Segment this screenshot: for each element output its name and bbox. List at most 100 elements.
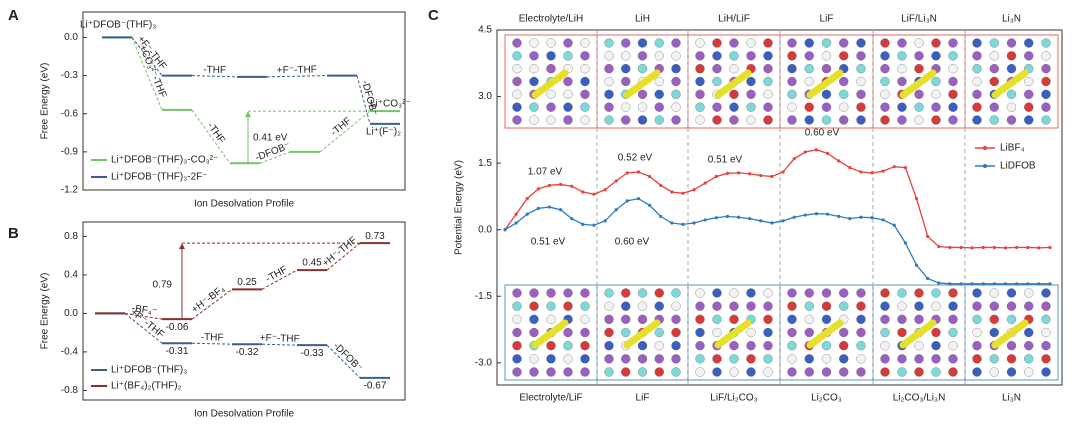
atom: [1006, 314, 1017, 324]
atom: [821, 89, 832, 99]
region-label: LiH/LiF: [718, 14, 750, 25]
atom: [948, 64, 958, 74]
annotation: Li⁺(F⁻)₂: [366, 127, 401, 138]
step-label: -THF: [201, 332, 224, 344]
atom: [880, 301, 890, 311]
atom: [972, 51, 982, 61]
atom: [512, 76, 522, 87]
atom: [746, 301, 756, 311]
atom: [914, 102, 924, 112]
atom: [563, 76, 573, 87]
atom: [621, 115, 631, 125]
atom: [712, 64, 722, 74]
atom: [763, 89, 773, 99]
atom: [563, 89, 573, 99]
atom: [931, 301, 941, 311]
point: [748, 216, 752, 221]
atom: [839, 102, 849, 112]
point: [803, 150, 807, 154]
atom: [621, 51, 631, 61]
atom: [856, 51, 866, 61]
atom: [1041, 314, 1051, 324]
y-tick-label: -0.6: [61, 108, 79, 119]
atom: [931, 288, 941, 298]
atom: [948, 288, 958, 298]
atom: [856, 38, 866, 48]
atom: [604, 38, 614, 48]
atom: [763, 51, 773, 61]
atom: [712, 76, 722, 87]
atom: [695, 288, 705, 298]
atom: [746, 102, 756, 112]
point: [859, 215, 863, 219]
connector: [356, 75, 371, 125]
atom: [729, 367, 739, 377]
point: [570, 184, 574, 188]
atom: [856, 314, 866, 324]
atom: [671, 301, 681, 311]
atom: [1041, 51, 1051, 61]
connector: [191, 75, 238, 78]
atom: [972, 301, 982, 311]
atom: [621, 288, 631, 298]
atom: [821, 51, 832, 61]
atom: [763, 288, 773, 298]
atom: [1006, 341, 1017, 351]
molecule: [714, 69, 752, 99]
x-axis-label: Ion Desolvation Profile: [194, 199, 294, 210]
atom: [948, 38, 958, 48]
atom: [604, 367, 614, 377]
y-axis-label: Potential Energy (eV): [454, 160, 465, 255]
point: [914, 263, 919, 267]
atom: [712, 51, 722, 61]
molecule: [991, 319, 1029, 349]
value-label: -0.67: [364, 381, 387, 392]
y-tick-label: 4.5: [478, 25, 492, 36]
series-line: [504, 197, 1050, 285]
legend-marker: [983, 164, 987, 168]
atom: [637, 341, 648, 351]
atom: [1041, 354, 1051, 364]
y-axis-label: Free Energy (eV): [40, 63, 51, 140]
atom: [604, 76, 614, 87]
atom: [989, 38, 999, 48]
atom: [637, 51, 648, 61]
atom: [621, 38, 631, 48]
atom: [897, 102, 907, 112]
connector: [191, 342, 233, 345]
atom: [1024, 102, 1034, 112]
atom: [880, 76, 890, 87]
atom: [880, 367, 890, 377]
point: [681, 222, 685, 226]
atom: [763, 341, 773, 351]
atom: [880, 354, 890, 364]
point: [770, 221, 774, 225]
atom: [729, 89, 739, 99]
atom: [1024, 115, 1034, 125]
atom: [580, 327, 590, 338]
atom: [989, 76, 999, 87]
atom: [654, 102, 664, 112]
atom: [787, 327, 797, 338]
atom: [787, 367, 797, 377]
atom: [746, 288, 756, 298]
atom: [897, 51, 907, 61]
atom: [914, 288, 924, 298]
atom: [529, 367, 539, 377]
atom: [880, 51, 890, 61]
atom: [914, 314, 924, 324]
atom: [787, 115, 797, 125]
atom: [695, 314, 705, 324]
point: [703, 181, 707, 185]
atom: [948, 341, 958, 351]
region-label: Electrolyte/LiH: [519, 14, 583, 25]
point: [892, 165, 896, 169]
atom: [763, 64, 773, 74]
atom: [621, 102, 631, 112]
atom: [546, 64, 556, 74]
atom: [604, 115, 614, 125]
atom: [1041, 341, 1051, 351]
atom: [580, 341, 590, 351]
point: [625, 171, 629, 175]
atom: [746, 115, 756, 125]
